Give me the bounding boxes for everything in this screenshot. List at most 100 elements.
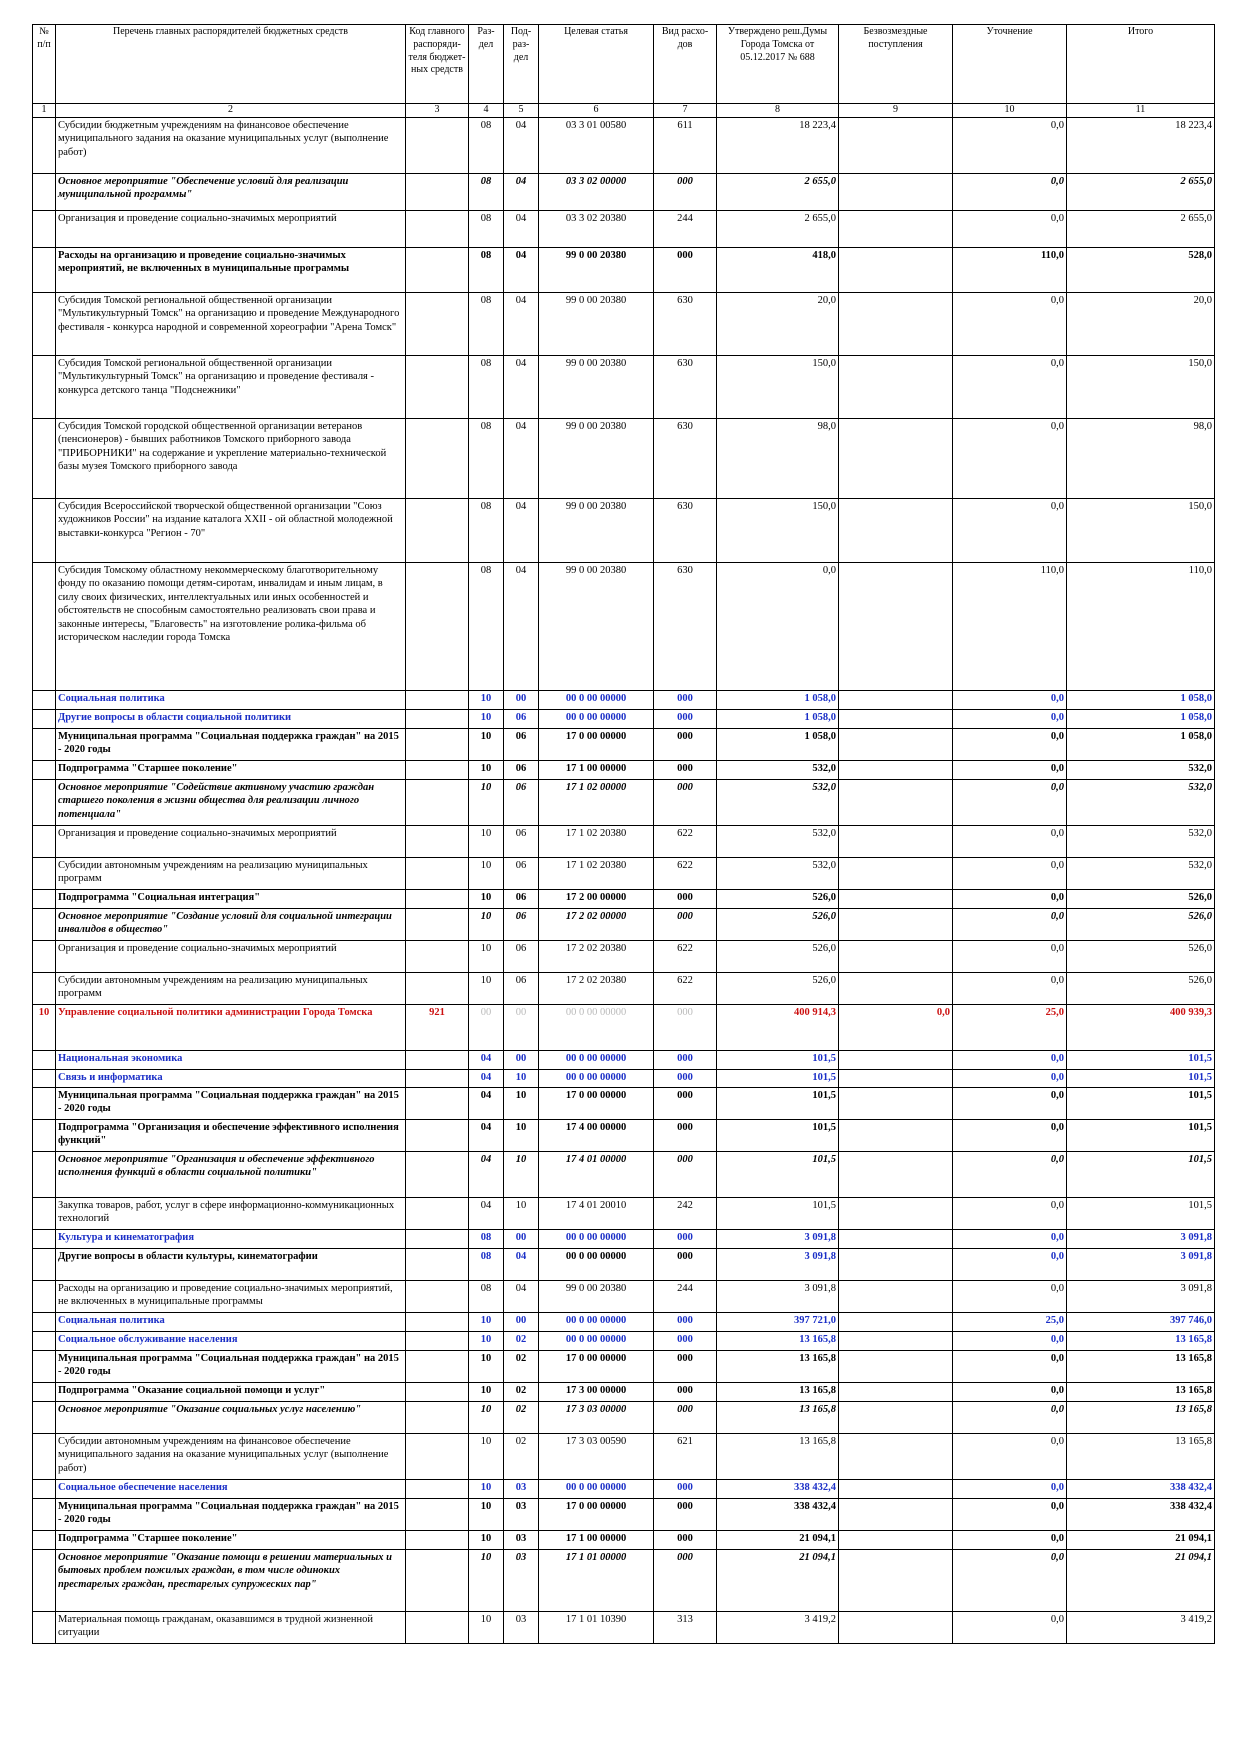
row-number: [32, 1529, 56, 1550]
row-approved: 98,0: [716, 417, 839, 499]
table-row: Социальное обеспечение населения 10 03 00 0…: [32, 1478, 1215, 1499]
row-correction: 0,0: [952, 497, 1067, 563]
row-correction: 0,0: [952, 354, 1067, 419]
row-name: Подпрограмма "Организация и обеспечение …: [55, 1118, 406, 1152]
row-correction: 25,0: [952, 1003, 1067, 1051]
row-podrazdel: 00: [503, 1049, 539, 1070]
row-free-receipts: [838, 209, 953, 248]
row-free-receipts: [838, 888, 953, 909]
row-code: [405, 1548, 469, 1612]
row-target-article: 17 2 02 00000: [538, 907, 654, 941]
row-code: 921: [405, 1003, 469, 1051]
row-name: Субсидия Томскому областному некоммерчес…: [55, 561, 406, 691]
table-row: Организация и проведение социально-значи…: [32, 209, 1215, 248]
row-name: Организация и проведение социально-значи…: [55, 824, 406, 858]
row-name: Социальная политика: [55, 689, 406, 710]
table-row: Субсидия Всероссийской творческой общест…: [32, 497, 1215, 563]
row-expense-type: 000: [653, 778, 717, 826]
row-free-receipts: [838, 778, 953, 826]
row-approved: 532,0: [716, 778, 839, 826]
row-expense-type: 000: [653, 1548, 717, 1612]
row-correction: 0,0: [952, 856, 1067, 890]
row-name: Субсидии бюджетным учреждениям на финанс…: [55, 116, 406, 174]
row-number: [32, 1279, 56, 1313]
table-row: Расходы на организацию и проведение соци…: [32, 1279, 1215, 1313]
row-target-article: 17 3 03 00590: [538, 1432, 654, 1480]
row-approved: 3 419,2: [716, 1610, 839, 1644]
row-code: [405, 1311, 469, 1332]
row-total: 101,5: [1066, 1196, 1215, 1230]
row-podrazdel: 03: [503, 1529, 539, 1550]
row-target-article: 17 1 00 00000: [538, 759, 654, 780]
row-expense-type: 000: [653, 1247, 717, 1281]
row-expense-type: 000: [653, 1311, 717, 1332]
row-target-article: 17 4 00 00000: [538, 1118, 654, 1152]
row-free-receipts: [838, 497, 953, 563]
row-total: 3 091,8: [1066, 1279, 1215, 1313]
row-podrazdel: 04: [503, 1279, 539, 1313]
column-number: 5: [503, 103, 539, 118]
row-podrazdel: 02: [503, 1330, 539, 1351]
row-expense-type: 000: [653, 1049, 717, 1070]
row-number: [32, 1548, 56, 1612]
row-number: [32, 1068, 56, 1088]
row-target-article: 03 3 02 00000: [538, 172, 654, 211]
row-expense-type: 630: [653, 561, 717, 691]
row-correction: 110,0: [952, 561, 1067, 691]
row-razdel: 00: [468, 1003, 504, 1051]
row-name: Социальное обеспечение населения: [55, 1478, 406, 1499]
row-expense-type: 630: [653, 354, 717, 419]
row-razdel: 10: [468, 824, 504, 858]
row-podrazdel: 00: [503, 1003, 539, 1051]
row-approved: 150,0: [716, 497, 839, 563]
row-razdel: 08: [468, 354, 504, 419]
row-podrazdel: 04: [503, 209, 539, 248]
header-row: № п/п Перечень главных распорядителей бю…: [32, 24, 1215, 104]
table-row: Закупка товаров, работ, услуг в сфере ин…: [32, 1196, 1215, 1230]
row-total: 397 746,0: [1066, 1311, 1215, 1332]
table-row: Другие вопросы в области культуры, кинем…: [32, 1247, 1215, 1281]
row-name: Муниципальная программа "Социальная подд…: [55, 727, 406, 761]
row-code: [405, 1478, 469, 1499]
row-name: Подпрограмма "Социальная интеграция": [55, 888, 406, 909]
row-code: [405, 824, 469, 858]
row-correction: 0,0: [952, 1330, 1067, 1351]
row-free-receipts: [838, 1529, 953, 1550]
row-total: 2 655,0: [1066, 209, 1215, 248]
row-approved: 526,0: [716, 907, 839, 941]
row-number: [32, 1478, 56, 1499]
row-name: Субсидии автономным учреждениям на реали…: [55, 971, 406, 1005]
row-target-article: 17 0 00 00000: [538, 1086, 654, 1120]
header-name: Перечень главных распорядителей бюджетны…: [55, 24, 406, 104]
row-free-receipts: [838, 708, 953, 729]
row-podrazdel: 00: [503, 1228, 539, 1249]
table-row: Социальная политика 10 00 00 0 00 00000 000 1…: [32, 689, 1215, 710]
row-name: Другие вопросы в области культуры, кинем…: [55, 1247, 406, 1281]
table-row: Основное мероприятие "Содействие активно…: [32, 778, 1215, 826]
row-free-receipts: [838, 1086, 953, 1120]
row-podrazdel: 03: [503, 1548, 539, 1612]
row-podrazdel: 04: [503, 354, 539, 419]
row-approved: 150,0: [716, 354, 839, 419]
row-razdel: 10: [468, 1529, 504, 1550]
row-number: [32, 907, 56, 941]
row-expense-type: 000: [653, 1150, 717, 1198]
row-name: Подпрограмма "Старшее поколение": [55, 1529, 406, 1550]
column-number: 7: [653, 103, 717, 118]
row-free-receipts: [838, 1196, 953, 1230]
row-correction: 0,0: [952, 1497, 1067, 1531]
row-correction: 0,0: [952, 1381, 1067, 1402]
row-razdel: 04: [468, 1068, 504, 1088]
row-number: [32, 727, 56, 761]
row-number: [32, 561, 56, 691]
row-correction: 0,0: [952, 1228, 1067, 1249]
row-target-article: 03 3 02 20380: [538, 209, 654, 248]
row-podrazdel: 03: [503, 1497, 539, 1531]
row-expense-type: 000: [653, 1400, 717, 1434]
row-approved: 397 721,0: [716, 1311, 839, 1332]
row-code: [405, 1086, 469, 1120]
budget-table: № п/п Перечень главных распорядителей бю…: [32, 24, 1215, 1644]
row-number: [32, 1247, 56, 1281]
row-code: [405, 1610, 469, 1644]
row-podrazdel: 06: [503, 727, 539, 761]
